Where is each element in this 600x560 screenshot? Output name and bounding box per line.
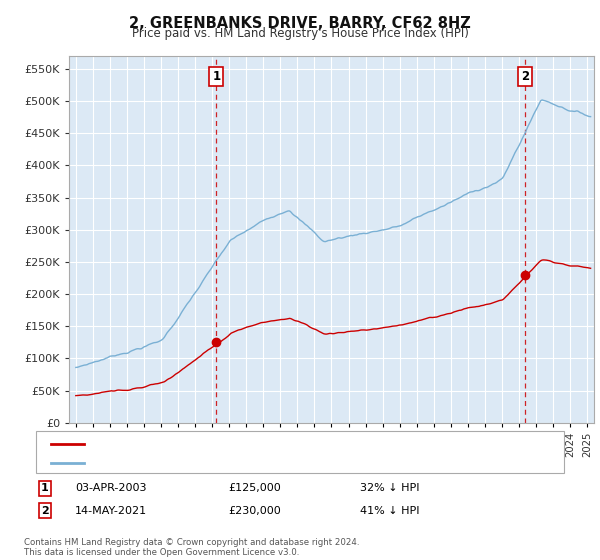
Text: 03-APR-2003: 03-APR-2003 — [75, 483, 146, 493]
Text: 32% ↓ HPI: 32% ↓ HPI — [360, 483, 419, 493]
Text: £125,000: £125,000 — [228, 483, 281, 493]
Text: Price paid vs. HM Land Registry's House Price Index (HPI): Price paid vs. HM Land Registry's House … — [131, 27, 469, 40]
Text: 2, GREENBANKS DRIVE, BARRY, CF62 8HZ (detached house): 2, GREENBANKS DRIVE, BARRY, CF62 8HZ (de… — [90, 439, 403, 449]
Text: Contains HM Land Registry data © Crown copyright and database right 2024.
This d: Contains HM Land Registry data © Crown c… — [24, 538, 359, 557]
Text: 41% ↓ HPI: 41% ↓ HPI — [360, 506, 419, 516]
Text: 14-MAY-2021: 14-MAY-2021 — [75, 506, 147, 516]
Text: £230,000: £230,000 — [228, 506, 281, 516]
Text: 2, GREENBANKS DRIVE, BARRY, CF62 8HZ: 2, GREENBANKS DRIVE, BARRY, CF62 8HZ — [129, 16, 471, 31]
Text: 1: 1 — [212, 70, 221, 83]
Text: 2: 2 — [41, 506, 49, 516]
Text: 1: 1 — [41, 483, 49, 493]
Text: 2: 2 — [521, 70, 529, 83]
Text: HPI: Average price, detached house, Vale of Glamorgan: HPI: Average price, detached house, Vale… — [90, 458, 380, 468]
